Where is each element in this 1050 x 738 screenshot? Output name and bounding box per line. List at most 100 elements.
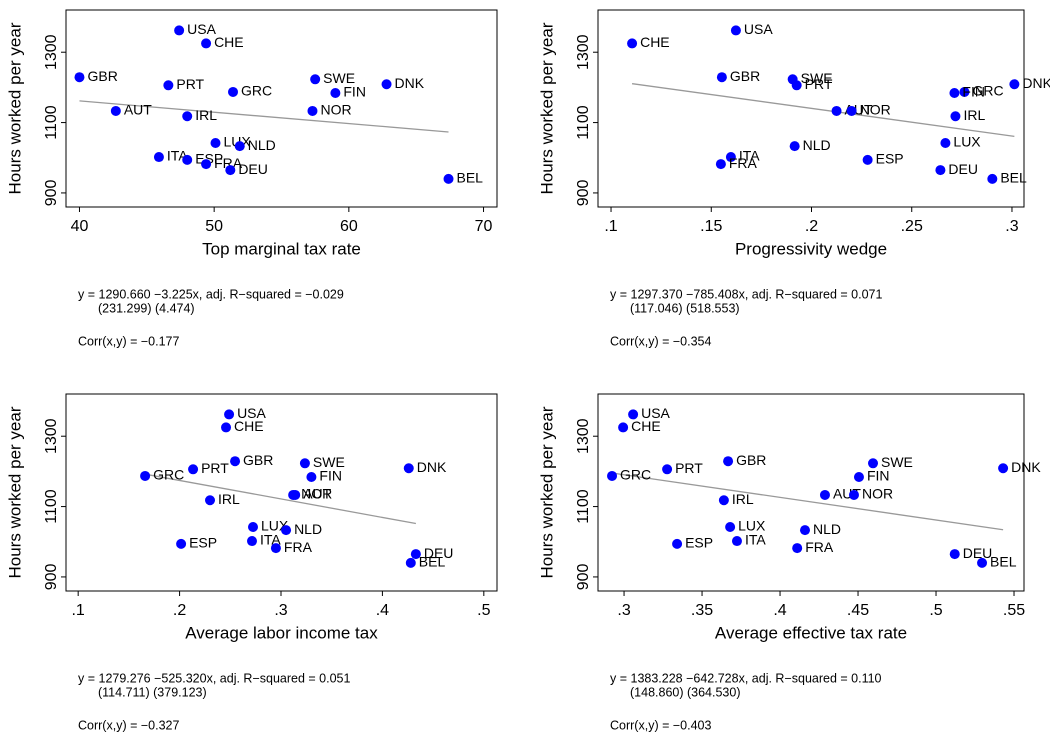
- point-label: USA: [187, 21, 216, 37]
- fit-std-errors: (148.860) (364.530): [630, 685, 741, 699]
- data-point: [789, 141, 800, 152]
- data-point: [787, 74, 798, 85]
- data-point: [176, 538, 187, 549]
- point-label: GBR: [736, 452, 766, 468]
- point-label: PRT: [675, 460, 703, 476]
- plot-frame: [597, 393, 1025, 592]
- data-point: [410, 549, 421, 560]
- data-point: [288, 489, 299, 500]
- data-point: [935, 165, 946, 176]
- point-label: SWE: [881, 454, 913, 470]
- point-label: GRC: [241, 83, 272, 99]
- point-label: PRT: [201, 460, 229, 476]
- data-point: [110, 105, 121, 116]
- y-axis-label: Hours worked per year: [537, 406, 556, 578]
- data-point: [281, 525, 292, 536]
- y-tick-label: 1100: [43, 489, 60, 524]
- data-point: [868, 458, 879, 469]
- y-tick-label: 1300: [575, 418, 592, 454]
- point-label: IRL: [218, 491, 240, 507]
- y-tick-label: 900: [43, 179, 60, 206]
- point-label: NOR: [860, 102, 891, 118]
- data-point: [306, 472, 317, 483]
- point-label: GBR: [243, 452, 273, 468]
- data-point: [715, 159, 726, 170]
- data-point: [224, 409, 235, 420]
- data-point: [723, 456, 734, 467]
- point-label: GRC: [972, 83, 1003, 99]
- data-point: [977, 557, 988, 568]
- correlation: Corr(x,y) = −0.327: [78, 718, 179, 732]
- point-label: ITA: [745, 532, 766, 548]
- y-tick-label: 1300: [575, 34, 592, 70]
- fit-line: [144, 473, 416, 525]
- point-label: SWE: [313, 454, 345, 470]
- data-point: [618, 422, 629, 433]
- data-point: [188, 464, 199, 475]
- data-point: [405, 557, 416, 568]
- data-point: [846, 105, 857, 116]
- data-point: [848, 489, 859, 500]
- correlation: Corr(x,y) = −0.403: [610, 718, 711, 732]
- point-label: IRL: [963, 107, 985, 123]
- data-point: [662, 464, 673, 475]
- data-point: [225, 165, 236, 176]
- data-point: [672, 538, 683, 549]
- point-label: NLD: [813, 521, 841, 537]
- data-point: [140, 470, 151, 481]
- plot-frame: [597, 9, 1025, 208]
- point-label: FRA: [729, 155, 758, 171]
- data-point: [862, 154, 873, 165]
- point-label: DNK: [1011, 459, 1041, 475]
- point-label: NLD: [248, 137, 276, 153]
- point-label: SWE: [801, 70, 833, 86]
- point-label: BEL: [990, 554, 1017, 570]
- x-tick-label: 60: [340, 218, 358, 235]
- data-point: [182, 111, 193, 122]
- x-axis-label: Average labor income tax: [185, 623, 378, 642]
- data-point: [792, 543, 803, 554]
- data-point: [310, 74, 321, 85]
- fit-std-errors: (117.046) (518.553): [630, 301, 740, 315]
- x-tick-label: .3: [1005, 218, 1018, 235]
- y-axis-label: Hours worked per year: [5, 22, 24, 194]
- point-label: NOR: [301, 486, 332, 502]
- data-point: [731, 536, 742, 547]
- point-label: IRL: [732, 491, 754, 507]
- fit-equation: y = 1297.370 −785.408x, adj. R−squared =…: [610, 287, 882, 301]
- data-point: [949, 88, 960, 99]
- point-label: NLD: [803, 137, 831, 153]
- x-tick-label: .4: [773, 602, 786, 619]
- data-point: [725, 521, 736, 532]
- y-tick-label: 1100: [43, 105, 60, 140]
- data-point: [201, 38, 212, 49]
- data-point: [607, 470, 618, 481]
- x-tick-label: .2: [173, 602, 186, 619]
- plot-frame: [65, 9, 498, 208]
- y-tick-label: 1100: [575, 489, 592, 524]
- point-label: IRL: [195, 107, 217, 123]
- point-label: PRT: [176, 76, 204, 92]
- data-point: [628, 409, 639, 420]
- x-tick-label: .3: [617, 602, 630, 619]
- point-label: DNK: [1022, 75, 1050, 91]
- x-tick-label: 70: [475, 218, 493, 235]
- data-point: [940, 137, 951, 148]
- data-point: [403, 463, 414, 474]
- data-point: [228, 86, 239, 97]
- x-axis-label: Top marginal tax rate: [202, 239, 361, 258]
- x-tick-label: .5: [477, 602, 490, 619]
- x-tick-label: 50: [205, 218, 223, 235]
- y-tick-label: 1100: [575, 105, 592, 140]
- point-label: NOR: [320, 102, 351, 118]
- point-label: USA: [744, 21, 773, 37]
- point-label: BEL: [457, 170, 484, 186]
- data-point: [307, 105, 318, 116]
- data-point: [819, 489, 830, 500]
- data-point: [174, 25, 185, 36]
- data-point: [950, 111, 961, 122]
- fit-std-errors: (231.299) (4.474): [98, 301, 195, 315]
- point-label: AUT: [124, 102, 152, 118]
- y-tick-label: 900: [575, 563, 592, 590]
- point-label: CHE: [234, 418, 264, 434]
